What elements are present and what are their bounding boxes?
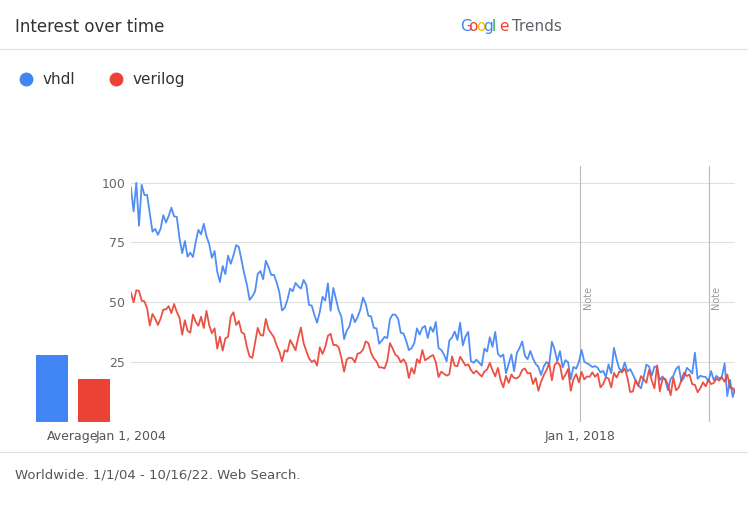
Text: verilog: verilog — [132, 72, 185, 87]
Text: Note: Note — [583, 286, 593, 309]
Text: Trends: Trends — [507, 19, 562, 34]
Bar — [36, 355, 68, 422]
Text: G: G — [460, 19, 472, 34]
Text: Note: Note — [711, 286, 721, 309]
Text: Worldwide. 1/1/04 - 10/16/22. Web Search.: Worldwide. 1/1/04 - 10/16/22. Web Search… — [15, 469, 301, 482]
Text: o: o — [476, 19, 485, 34]
Bar — [78, 379, 110, 422]
Text: g: g — [483, 19, 494, 34]
Text: l: l — [491, 19, 496, 34]
Text: o: o — [468, 19, 477, 34]
Text: e: e — [499, 19, 509, 34]
Text: Interest over time: Interest over time — [15, 18, 165, 36]
Text: vhdl: vhdl — [43, 72, 76, 87]
